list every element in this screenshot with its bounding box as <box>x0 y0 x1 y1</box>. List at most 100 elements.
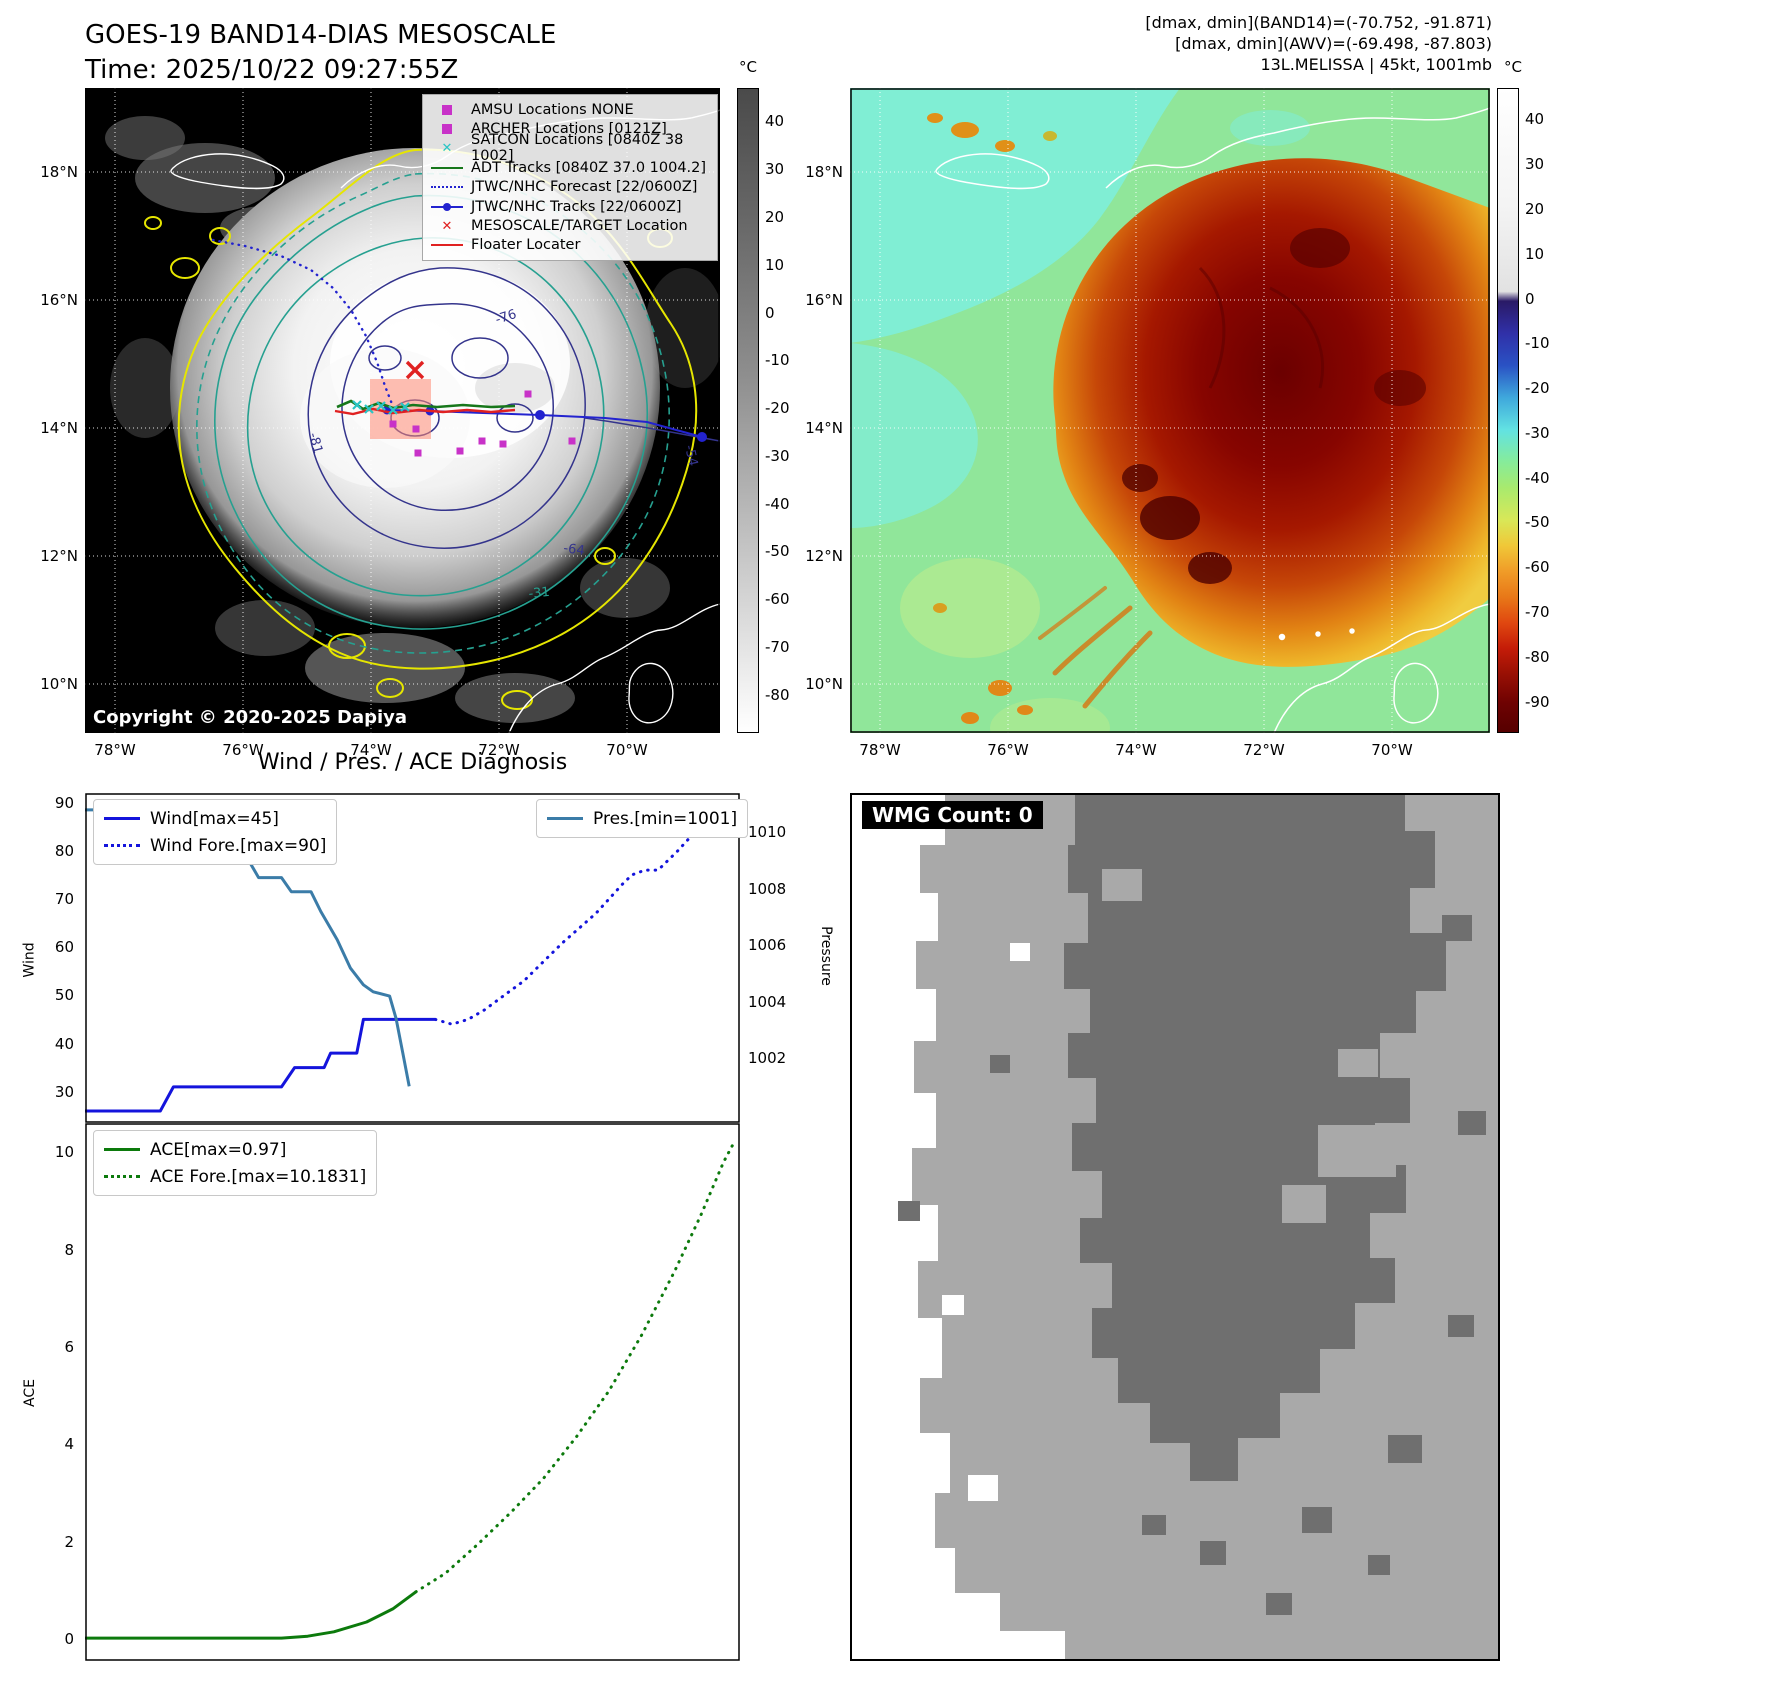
colorbar-tick: -40 <box>1525 468 1550 487</box>
pressure-axis-label: Pressure <box>817 926 834 986</box>
contours-navy <box>307 267 720 549</box>
lat-tick: 16°N <box>805 291 843 309</box>
legend-label: Floater Locater <box>471 237 581 254</box>
wind-line-sample <box>104 817 140 820</box>
pressure-ytick: 1004 <box>748 992 787 1011</box>
ir-colorbar <box>1497 88 1519 733</box>
legend-item: ✕ MESOSCALE/TARGET Location <box>430 216 710 235</box>
legend-item: ACE Fore.[max=10.1831] <box>104 1163 366 1190</box>
colorbar-tick: -70 <box>765 638 790 656</box>
colorbar-tick: 0 <box>765 303 775 322</box>
tr-header-block: [dmax, dmin](BAND14)=(-70.752, -91.871) … <box>1145 12 1492 75</box>
dotted-marker-icon <box>430 178 464 197</box>
forecast-track <box>211 238 394 406</box>
dmax-band14-line: [dmax, dmin](BAND14)=(-70.752, -91.871) <box>1145 13 1492 32</box>
colorbar-tick: 30 <box>1525 155 1545 174</box>
wind-ytick: 80 <box>54 841 74 860</box>
legend-item: JTWC/NHC Forecast [22/0600Z] <box>430 178 710 197</box>
colorbar-tick: -80 <box>1525 647 1550 666</box>
legend-label: ARCHER Locations [0121Z] <box>471 121 667 138</box>
map-legend: AMSU Locations NONE ARCHER Locations [012… <box>422 94 718 262</box>
square-marker-icon <box>430 119 464 138</box>
colorbar-tick: -40 <box>765 494 790 513</box>
lon-tick: 74°W <box>350 741 392 759</box>
wind-ytick: 30 <box>54 1082 74 1101</box>
contour-labels: -76 -64 -31 -54 -81 <box>305 307 700 602</box>
colorbar-tick: -20 <box>765 399 790 418</box>
legend-label: ADT Tracks [0840Z 37.0 1004.2] <box>471 159 707 176</box>
lat-tick: 14°N <box>40 419 78 437</box>
contour-label: -81 <box>305 431 325 455</box>
legend-label: ACE[max=0.97] <box>150 1139 287 1160</box>
legend-item: ARCHER Locations [0121Z] <box>430 119 710 138</box>
grid-lines <box>850 88 1490 733</box>
ace-ytick: 2 <box>64 1532 74 1551</box>
storm-core <box>927 113 1490 724</box>
lat-tick: 16°N <box>40 291 78 309</box>
wind-ytick: 60 <box>54 938 74 957</box>
mesoscale-target-x-icon <box>405 360 425 380</box>
ace-ytick: 0 <box>64 1630 74 1649</box>
ace-chart <box>85 1123 740 1661</box>
colorbar-tick: -60 <box>765 590 790 609</box>
colorbar-tick: 30 <box>765 160 785 179</box>
ace-forecast-line-sample <box>104 1175 140 1178</box>
legend-item: Wind Fore.[max=90] <box>104 832 326 859</box>
line-dot-marker-icon <box>430 197 464 216</box>
series-line <box>85 1017 436 1113</box>
satcon-markers <box>352 400 410 415</box>
legend-item: ✕ SATCON Locations [0840Z 38 1002] <box>430 132 710 164</box>
line-marker-icon <box>430 236 464 255</box>
lon-tick: 74°W <box>1115 741 1157 759</box>
lon-tick: 72°W <box>478 741 520 759</box>
colorbar-tick: -30 <box>765 446 790 465</box>
ace-axis-label: ACE <box>21 1379 38 1407</box>
pressure-line-sample <box>547 817 583 820</box>
wind-ytick: 50 <box>54 986 74 1005</box>
colorbar-unit: °C <box>1504 58 1522 76</box>
legend-item: Wind[max=45] <box>104 805 326 832</box>
ace-ytick: 6 <box>64 1337 74 1356</box>
ace-ytick: 10 <box>54 1143 74 1162</box>
lon-tick: 72°W <box>1243 741 1285 759</box>
lat-tick: 10°N <box>40 675 78 693</box>
legend-item: Pres.[min=1001] <box>547 805 737 832</box>
tl-title-block: GOES-19 BAND14-DIAS MESOSCALE Time: 2025… <box>85 18 556 88</box>
colorbar-unit: °C <box>739 58 757 76</box>
wmg-map <box>850 793 1500 1661</box>
colorbar-tick: 40 <box>1525 110 1545 129</box>
colorbar-tick: 10 <box>1525 244 1545 263</box>
contour-label: -31 <box>528 585 551 602</box>
x-marker-icon: ✕ <box>441 140 453 156</box>
contour-label: -76 <box>494 307 519 328</box>
colorbar-tick: -10 <box>765 351 790 370</box>
contours-teal <box>196 172 670 654</box>
line-marker-icon <box>430 158 464 177</box>
contours-yellow <box>144 148 698 710</box>
ace-ytick: 4 <box>64 1435 74 1454</box>
ace-legend: ACE[max=0.97] ACE Fore.[max=10.1831] <box>93 1130 378 1196</box>
legend-item: JTWC/NHC Tracks [22/0600Z] <box>430 197 710 216</box>
page-title: GOES-19 BAND14-DIAS MESOSCALE <box>85 20 557 50</box>
colorbar-tick: -20 <box>1525 379 1550 398</box>
timestamp: Time: 2025/10/22 09:27:55Z <box>85 55 459 85</box>
x-marker-icon: ✕ <box>441 218 453 234</box>
coastlines <box>935 107 1490 733</box>
amsu-archer-markers <box>389 390 576 457</box>
lon-tick: 70°W <box>1371 741 1413 759</box>
contour-label: -54 <box>681 444 700 468</box>
series-line <box>414 1141 735 1594</box>
cold-background-patches <box>850 88 1310 733</box>
ace-ytick: 8 <box>64 1240 74 1259</box>
wind-ytick: 70 <box>54 889 74 908</box>
lon-tick: 70°W <box>606 741 648 759</box>
lon-tick: 76°W <box>222 741 264 759</box>
legend-label: Pres.[min=1001] <box>593 808 738 829</box>
pressure-legend: Pres.[min=1001] <box>536 799 749 838</box>
colorbar-tick: 40 <box>765 112 785 131</box>
ace-line-sample <box>104 1148 140 1151</box>
colorbar-tick: -60 <box>1525 558 1550 577</box>
colorbar-tick: 10 <box>765 255 785 274</box>
contour-label: -64 <box>562 541 585 559</box>
